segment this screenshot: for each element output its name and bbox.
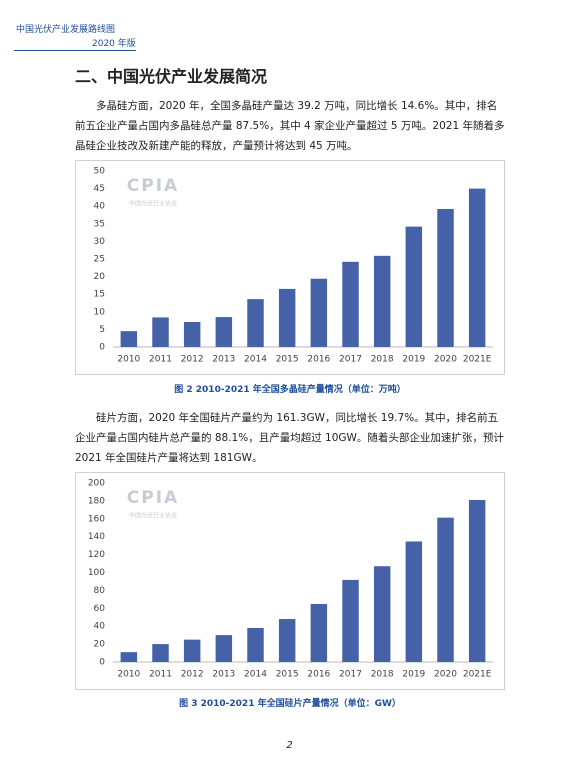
y-tick-label: 200 bbox=[88, 479, 105, 489]
x-tick-label: 2021E bbox=[463, 355, 492, 365]
x-tick-label: 2010 bbox=[117, 355, 140, 365]
y-tick-label: 5 bbox=[99, 325, 105, 335]
x-tick-label: 2015 bbox=[276, 355, 299, 365]
bar bbox=[278, 288, 296, 347]
x-tick-label: 2015 bbox=[276, 670, 299, 680]
y-tick-label: 50 bbox=[94, 167, 106, 177]
x-tick-label: 2012 bbox=[181, 355, 204, 365]
x-tick-label: 2020 bbox=[434, 355, 457, 365]
bar bbox=[120, 331, 138, 347]
bar bbox=[215, 317, 233, 347]
x-tick-label: 2019 bbox=[402, 670, 425, 680]
watermark-org: 中国光伏行业协会 bbox=[129, 200, 177, 208]
y-tick-label: 40 bbox=[94, 622, 106, 632]
x-tick-label: 2017 bbox=[339, 355, 362, 365]
x-tick-label: 2013 bbox=[212, 355, 235, 365]
bar bbox=[373, 566, 391, 662]
y-tick-label: 20 bbox=[94, 272, 106, 282]
bar bbox=[247, 299, 264, 347]
x-tick-label: 2014 bbox=[244, 355, 267, 365]
bar bbox=[152, 644, 169, 662]
figure-caption: 图 2 2010-2021 年全国多晶硅产量情况（单位：万吨） bbox=[174, 385, 406, 395]
y-tick-label: 40 bbox=[94, 202, 106, 212]
x-tick-label: 2012 bbox=[181, 670, 204, 680]
bar bbox=[405, 226, 423, 347]
y-tick-label: 0 bbox=[99, 658, 105, 668]
y-tick-label: 100 bbox=[88, 568, 105, 578]
bar bbox=[468, 500, 486, 662]
x-tick-label: 2014 bbox=[244, 670, 267, 680]
y-tick-label: 30 bbox=[94, 237, 106, 247]
watermark-org: 中国光伏行业协会 bbox=[129, 512, 177, 520]
bar bbox=[405, 541, 423, 662]
header-title: 中国光伏产业发展路线图 bbox=[16, 25, 116, 35]
bar bbox=[310, 604, 328, 662]
bar bbox=[342, 579, 359, 662]
x-tick-label: 2020 bbox=[434, 670, 457, 680]
bar bbox=[468, 188, 486, 347]
y-tick-label: 180 bbox=[88, 496, 105, 506]
bar bbox=[437, 517, 454, 662]
header-edition: 2020 年版 bbox=[92, 39, 136, 49]
x-tick-label: 2019 bbox=[402, 355, 425, 365]
header-rule bbox=[14, 50, 136, 51]
y-tick-label: 120 bbox=[88, 550, 105, 560]
y-tick-label: 60 bbox=[94, 604, 106, 614]
bar bbox=[437, 209, 454, 347]
bar bbox=[183, 322, 201, 347]
y-tick-label: 15 bbox=[94, 290, 105, 300]
bar bbox=[342, 261, 359, 347]
paragraph: 硅片方面，2020 年全国硅片产量约为 161.3GW，同比增长 19.7%。其… bbox=[75, 412, 504, 464]
watermark-logo: CPIA bbox=[127, 176, 179, 196]
x-tick-label: 2018 bbox=[371, 670, 394, 680]
paragraph: 多晶硅方面，2020 年，全国多晶硅产量达 39.2 万吨，同比增长 14.6%… bbox=[75, 100, 505, 152]
y-tick-label: 20 bbox=[94, 640, 106, 650]
x-tick-label: 2010 bbox=[117, 670, 140, 680]
x-tick-label: 2011 bbox=[149, 670, 172, 680]
chart-frame bbox=[75, 472, 505, 690]
y-tick-label: 35 bbox=[94, 219, 105, 229]
y-tick-label: 25 bbox=[94, 255, 105, 265]
watermark-logo: CPIA bbox=[127, 488, 179, 508]
figure-caption: 图 3 2010-2021 年全国硅片产量情况（单位：GW） bbox=[179, 699, 401, 709]
x-tick-label: 2011 bbox=[149, 355, 172, 365]
bar bbox=[215, 635, 233, 662]
chart-frame bbox=[75, 160, 505, 375]
section-title: 二、中国光伏产业发展简况 bbox=[75, 67, 268, 86]
bar bbox=[247, 627, 264, 662]
bar bbox=[278, 619, 296, 662]
bar bbox=[310, 278, 328, 347]
x-tick-label: 2017 bbox=[339, 670, 362, 680]
bar bbox=[120, 652, 138, 662]
x-tick-label: 2016 bbox=[307, 670, 330, 680]
y-tick-label: 160 bbox=[88, 514, 105, 524]
y-tick-label: 80 bbox=[94, 586, 106, 596]
y-tick-label: 45 bbox=[94, 184, 105, 194]
bar bbox=[373, 255, 391, 347]
page-number: 2 bbox=[286, 740, 293, 751]
bar bbox=[152, 317, 169, 347]
x-tick-label: 2021E bbox=[463, 670, 492, 680]
chart: CPIA 中国光伏行业协会 0 20 40 60 80 100 120 140 160 180 200 2… bbox=[75, 472, 505, 690]
x-tick-label: 2016 bbox=[307, 355, 330, 365]
y-tick-label: 140 bbox=[88, 532, 105, 542]
y-tick-label: 0 bbox=[99, 343, 105, 353]
y-tick-label: 10 bbox=[94, 307, 106, 317]
x-tick-label: 2013 bbox=[212, 670, 235, 680]
x-tick-label: 2018 bbox=[371, 355, 394, 365]
bar bbox=[183, 639, 201, 662]
chart: CPIA 中国光伏行业协会 0 5 10 15 20 25 30 35 40 45 50 2010 2011… bbox=[75, 160, 505, 375]
